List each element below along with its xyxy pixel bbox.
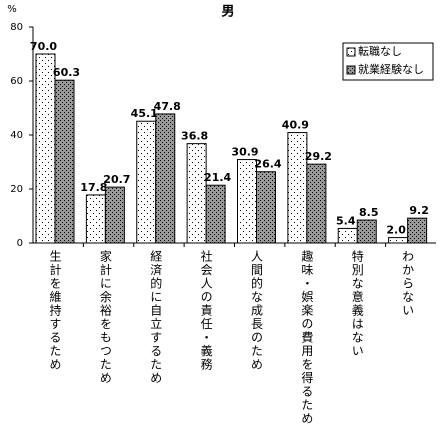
value-label: 2.0 (386, 224, 406, 237)
value-label: 60.3 (53, 66, 80, 79)
bar (337, 227, 358, 244)
value-label: 47.8 (154, 100, 181, 113)
x-tick-label: 生計を維持するため (48, 250, 62, 372)
bar (85, 194, 106, 244)
y-tick-label: 80 (10, 22, 23, 33)
value-label: 17.8 (80, 181, 107, 194)
legend-label: 就業経験なし (358, 62, 424, 76)
value-label: 36.8 (181, 130, 208, 143)
bar (306, 163, 327, 244)
y-tick-label: 20 (10, 184, 23, 195)
bar (237, 159, 257, 244)
legend-label: 転職なし (358, 45, 402, 58)
bar (256, 171, 276, 244)
value-label: 9.2 (409, 204, 429, 217)
legend-box (342, 42, 434, 81)
value-label: 5.4 (336, 214, 356, 227)
x-tick-label: 特別な意義はない (350, 249, 364, 358)
bar (407, 217, 428, 244)
legend-swatch (346, 47, 356, 57)
bar (35, 53, 56, 244)
x-tick-label: 人間的な成長のため (250, 250, 264, 372)
bar (287, 132, 308, 244)
bar (104, 186, 125, 244)
bar (136, 120, 157, 244)
bar (356, 219, 377, 244)
value-label: 26.4 (254, 158, 281, 171)
bar (155, 113, 176, 244)
value-label: 29.2 (305, 150, 332, 163)
bar (205, 184, 226, 244)
value-label: 21.4 (204, 171, 231, 184)
y-tick-label: 0 (17, 238, 23, 249)
value-label: 20.7 (103, 173, 130, 186)
bar (54, 79, 75, 244)
x-tick-label: わからない (401, 250, 415, 318)
y-tick-label: 40 (10, 130, 23, 141)
y-unit: % (7, 4, 17, 15)
legend-swatch (346, 65, 356, 75)
x-tick-label: 趣味・娯楽の費用を得るため (300, 249, 314, 426)
x-tick-label: 社会人の責任・義務 (199, 249, 213, 372)
value-label: 8.5 (359, 206, 379, 219)
bar (388, 237, 409, 244)
value-label: 30.9 (231, 146, 258, 159)
chart-title: 男 (221, 5, 234, 20)
x-tick-label: 経済的に自立するため (149, 250, 163, 385)
y-tick-label: 60 (10, 76, 23, 87)
value-label: 40.9 (282, 119, 309, 132)
bar (186, 143, 207, 244)
x-tick-label: 家計に余裕をもつため (98, 249, 112, 385)
value-label: 70.0 (30, 40, 57, 53)
value-label: 45.1 (131, 107, 158, 120)
